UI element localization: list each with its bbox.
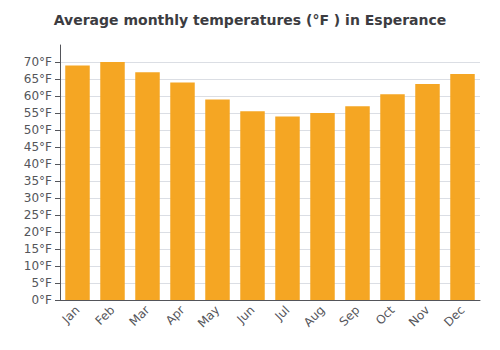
svg-text:Jun: Jun bbox=[234, 303, 258, 327]
svg-text:20°F: 20°F bbox=[24, 225, 52, 239]
svg-text:May: May bbox=[195, 303, 222, 330]
svg-text:30°F: 30°F bbox=[24, 191, 52, 205]
svg-text:Jan: Jan bbox=[59, 303, 83, 327]
svg-text:Dec: Dec bbox=[441, 303, 467, 329]
svg-text:Apr: Apr bbox=[163, 303, 188, 328]
svg-text:40°F: 40°F bbox=[24, 157, 52, 171]
svg-text:45°F: 45°F bbox=[24, 140, 52, 154]
svg-text:15°F: 15°F bbox=[24, 242, 52, 256]
svg-text:Feb: Feb bbox=[93, 303, 118, 328]
svg-text:Mar: Mar bbox=[127, 303, 153, 329]
svg-text:10°F: 10°F bbox=[24, 259, 52, 273]
svg-text:0°F: 0°F bbox=[31, 293, 52, 307]
svg-text:Nov: Nov bbox=[406, 303, 432, 329]
svg-text:Sep: Sep bbox=[337, 303, 363, 329]
svg-text:60°F: 60°F bbox=[24, 89, 52, 103]
svg-text:65°F: 65°F bbox=[24, 72, 52, 86]
svg-text:Jul: Jul bbox=[272, 303, 293, 324]
svg-text:70°F: 70°F bbox=[24, 55, 52, 69]
svg-text:55°F: 55°F bbox=[24, 106, 52, 120]
svg-text:50°F: 50°F bbox=[24, 123, 52, 137]
svg-text:5°F: 5°F bbox=[31, 276, 52, 290]
svg-text:Average monthly temperatures (: Average monthly temperatures (°F ) in Es… bbox=[54, 12, 447, 28]
svg-text:Oct: Oct bbox=[373, 303, 398, 328]
svg-text:25°F: 25°F bbox=[24, 208, 52, 222]
svg-text:35°F: 35°F bbox=[24, 174, 52, 188]
svg-text:Aug: Aug bbox=[301, 303, 327, 329]
